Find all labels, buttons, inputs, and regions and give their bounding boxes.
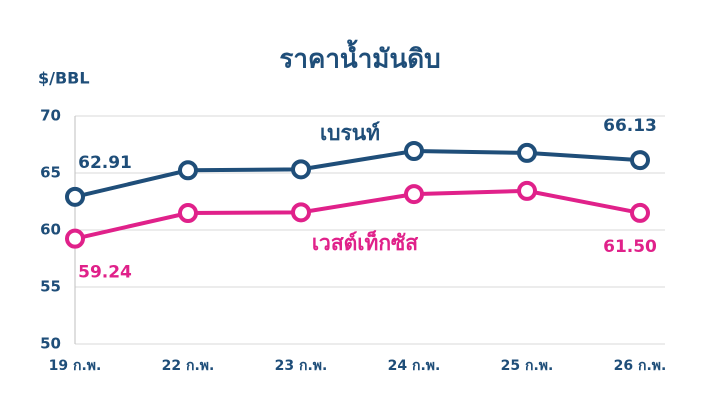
x-tick-label: 24 ก.พ. [388, 358, 441, 374]
x-tick-label: 22 ก.พ. [162, 358, 215, 374]
series-label: เบรนท์ [320, 121, 380, 145]
point-marker [404, 140, 424, 161]
x-tick-label: 26 ก.พ. [614, 358, 667, 374]
point-marker [178, 203, 198, 224]
point-marker [291, 159, 311, 180]
series-label: เวสต์เท็กซัส [312, 229, 418, 255]
series-line [74, 148, 641, 199]
data-label: 59.24 [78, 263, 132, 283]
y-tick-label: 60 [40, 221, 61, 239]
y-tick-label: 55 [40, 278, 61, 296]
data-label: 62.91 [78, 153, 132, 173]
y-axis-label: $/BBL [38, 69, 90, 88]
y-tick-label: 50 [40, 335, 61, 353]
point-marker [291, 202, 311, 223]
point-marker [178, 160, 198, 181]
series-line [74, 188, 641, 241]
point-marker [404, 184, 424, 205]
point-marker [517, 180, 537, 201]
x-tick-label: 23 ก.พ. [275, 358, 328, 374]
point-marker [630, 150, 650, 171]
x-tick-label: 25 ก.พ. [501, 358, 554, 374]
point-marker [65, 186, 85, 207]
point-marker [630, 202, 650, 223]
chart-title: ราคาน้ำมันดิบ [279, 39, 440, 75]
y-tick-label: 65 [40, 164, 61, 182]
data-label: 66.13 [603, 116, 657, 136]
y-tick-label: 70 [40, 107, 61, 125]
point-marker [65, 228, 85, 249]
point-marker [517, 142, 537, 163]
x-tick-label: 19 ก.พ. [49, 358, 102, 374]
data-label: 61.50 [603, 237, 657, 257]
